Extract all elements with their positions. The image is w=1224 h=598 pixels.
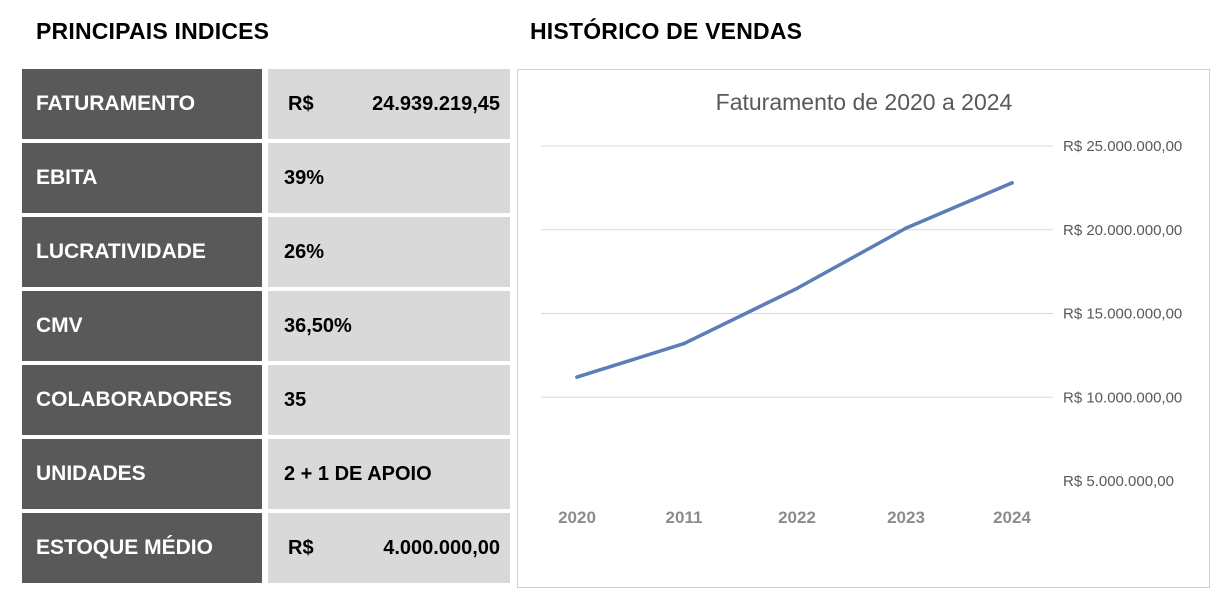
- data-point: [904, 226, 908, 230]
- data-point: [1010, 181, 1014, 185]
- kpi-row-unidades: UNIDADES 2 + 1 DE APOIO: [22, 439, 510, 509]
- kpi-value: R$ 24.939.219,45: [268, 69, 510, 139]
- kpi-value: 2 + 1 DE APOIO: [268, 439, 510, 509]
- chart-title: Faturamento de 2020 a 2024: [716, 89, 1013, 115]
- sales-chart: Faturamento de 2020 a 2024 R$ 5.000.000,0…: [517, 69, 1210, 588]
- x-tick-label: 2020: [558, 508, 596, 527]
- kpi-label: CMV: [22, 291, 262, 361]
- x-tick-label: 2024: [993, 508, 1031, 527]
- x-tick-label: 2023: [887, 508, 925, 527]
- data-point: [682, 341, 686, 346]
- line-chart-svg: Faturamento de 2020 a 2024 R$ 5.000.000,0…: [541, 89, 1182, 527]
- kpi-amount: 24.939.219,45: [372, 92, 500, 115]
- data-point: [575, 375, 579, 379]
- kpi-row-lucratividade: LUCRATIVIDADE 26%: [22, 217, 510, 287]
- kpi-value: 26%: [268, 217, 510, 287]
- y-tick-label: R$ 5.000.000,00: [1063, 473, 1174, 490]
- kpi-label: FATURAMENTO: [22, 69, 262, 139]
- kpi-row-colaboradores: COLABORADORES 35: [22, 365, 510, 435]
- kpi-value: R$ 4.000.000,00: [268, 513, 510, 583]
- kpi-value: 39%: [268, 143, 510, 213]
- kpi-section-title: PRINCIPAIS INDICES: [36, 18, 270, 44]
- kpi-label: LUCRATIVIDADE: [22, 217, 262, 287]
- kpi-label: COLABORADORES: [22, 365, 262, 435]
- kpi-label: ESTOQUE MÉDIO: [22, 513, 262, 583]
- kpi-row-faturamento: FATURAMENTO R$ 24.939.219,45: [22, 69, 510, 139]
- series-line: [575, 181, 1014, 379]
- kpi-label: UNIDADES: [22, 439, 262, 509]
- kpi-row-estoque-medio: ESTOQUE MÉDIO R$ 4.000.000,00: [22, 513, 510, 583]
- x-tick-label: 2011: [666, 508, 703, 527]
- kpi-currency: R$: [288, 536, 314, 559]
- kpi-row-cmv: CMV 36,50%: [22, 291, 510, 361]
- y-tick-label: R$ 20.000.000,00: [1063, 222, 1182, 239]
- sales-history-title: HISTÓRICO DE VENDAS: [530, 18, 803, 44]
- y-tick-label: R$ 25.000.000,00: [1063, 138, 1182, 155]
- kpi-amount: 4.000.000,00: [383, 536, 500, 559]
- kpi-currency: R$: [288, 92, 314, 115]
- kpi-value: 35: [268, 365, 510, 435]
- x-tick-label: 2022: [778, 508, 816, 527]
- kpi-row-ebita: EBITA 39%: [22, 143, 510, 213]
- y-tick-label: R$ 10.000.000,00: [1063, 389, 1182, 406]
- kpi-value: 36,50%: [268, 291, 510, 361]
- data-point: [795, 286, 799, 291]
- kpi-label: EBITA: [22, 143, 262, 213]
- y-tick-label: R$ 15.000.000,00: [1063, 306, 1182, 323]
